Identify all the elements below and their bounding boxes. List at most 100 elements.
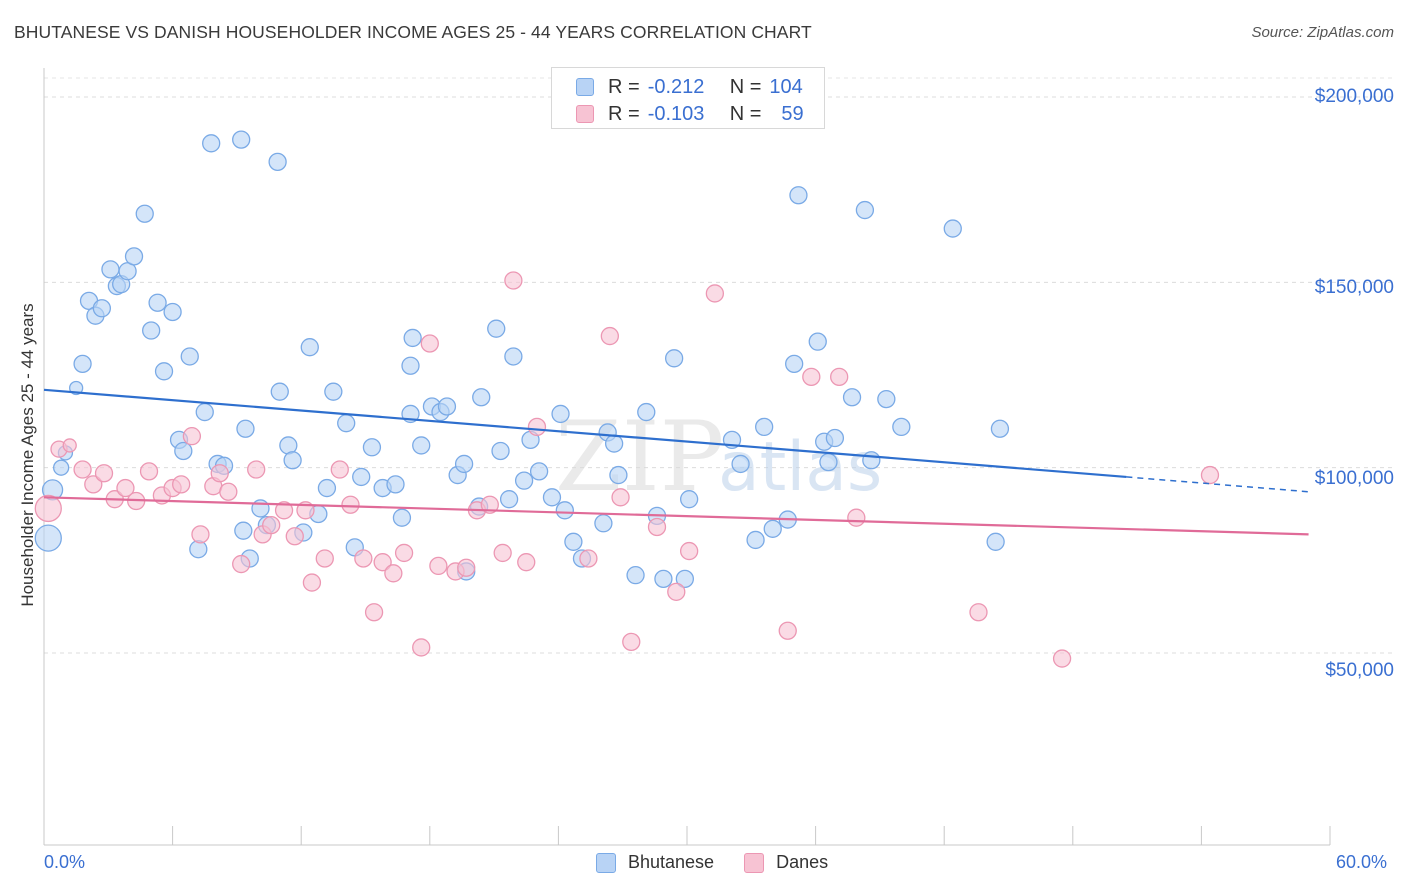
- bhutanese-point: [529, 462, 549, 481]
- danes-point: [354, 549, 373, 568]
- bhutanese-point: [135, 204, 154, 223]
- n-label: N =: [729, 75, 762, 98]
- bhutanese-point: [148, 293, 167, 312]
- y-tick-label: $150,000: [1314, 277, 1394, 298]
- legend-item-danes: Danes: [744, 852, 828, 873]
- bhutanese-point: [101, 260, 120, 279]
- bhutanese-point: [142, 321, 161, 340]
- danes-point: [232, 554, 251, 574]
- danes-point: [274, 501, 294, 520]
- bhutanese-point: [609, 465, 628, 485]
- x-tick-label-min: 0.0%: [44, 852, 86, 872]
- y-axis-label: Householder Income Ages 25 - 44 years: [18, 303, 37, 607]
- bhutanese-point: [324, 382, 343, 401]
- bhutanese-point: [454, 454, 474, 474]
- danes-point: [62, 438, 77, 453]
- bhutanese-point: [675, 569, 695, 589]
- danes-point: [412, 638, 431, 657]
- bhutanese-point: [317, 478, 337, 498]
- bhutanese-point: [73, 354, 92, 374]
- bhutanese-point: [234, 521, 253, 540]
- danes-point: [830, 367, 849, 387]
- bhutanese-point: [825, 428, 845, 448]
- n-value: 59: [781, 102, 804, 125]
- danes-point: [802, 367, 821, 387]
- bhutanese-point: [555, 501, 574, 520]
- danes-point: [210, 464, 229, 483]
- bhutanese-trend-extension: [1126, 476, 1309, 493]
- bhutanese-point: [163, 302, 182, 322]
- danes-point: [341, 495, 360, 514]
- bhutanese-point: [300, 338, 319, 357]
- danes-point: [373, 553, 392, 572]
- bhutanese-point: [943, 219, 962, 238]
- danes-point: [84, 475, 103, 494]
- bhutanese-legend-swatch: [596, 852, 616, 873]
- bhutanese-point: [664, 349, 684, 368]
- bhutanese-point: [202, 134, 221, 153]
- danes-point: [969, 603, 988, 622]
- bhutanese-point: [472, 388, 491, 407]
- danes-point: [527, 417, 547, 437]
- danes-point: [172, 475, 191, 494]
- bhutanese-point: [626, 566, 645, 585]
- danes-point: [94, 464, 114, 483]
- danes-point: [667, 582, 686, 601]
- bhutanese-point: [594, 514, 613, 533]
- bhutanese-point: [679, 490, 699, 509]
- danes-point: [600, 326, 619, 346]
- bhutanese-point: [34, 524, 62, 552]
- bhutanese-point: [542, 488, 562, 507]
- bhutanese-point: [789, 186, 808, 205]
- r-value: -0.103: [647, 102, 705, 125]
- danes-point: [429, 556, 448, 576]
- chart-title: BHUTANESE VS DANISH HOUSEHOLDER INCOME A…: [14, 22, 812, 42]
- bhutanese-point: [270, 382, 289, 401]
- y-tick-label: $50,000: [1325, 660, 1394, 681]
- danes-point: [191, 525, 210, 544]
- danes-point: [262, 515, 281, 535]
- r-label: R =: [608, 75, 640, 98]
- bhutanese-point: [392, 508, 412, 527]
- bhutanese-point: [746, 530, 765, 550]
- bhutanese-point: [352, 467, 371, 487]
- bhutanese-point: [892, 417, 911, 437]
- bhutanese-point: [808, 332, 827, 351]
- bhutanese-point: [842, 388, 862, 407]
- bhutanese-point: [337, 414, 356, 433]
- danes-point: [420, 334, 439, 353]
- bhutanese-point: [268, 152, 287, 172]
- y-tick-label: $100,000: [1314, 468, 1394, 489]
- stats-legend: R = -0.212 N = 104 R = -0.103 N = 59: [551, 67, 825, 129]
- bhutanese-point: [92, 299, 112, 318]
- bhutanese-point: [362, 438, 382, 457]
- bhutanese-point: [755, 417, 774, 437]
- bhutanese-point: [654, 569, 673, 589]
- danes-swatch: [576, 105, 594, 123]
- source-label: Source: ZipAtlas.com: [1251, 24, 1394, 41]
- bhutanese-point: [283, 451, 302, 470]
- legend-label: Danes: [776, 852, 829, 872]
- danes-point: [285, 527, 304, 546]
- bhutanese-point: [564, 532, 583, 551]
- danes-point: [219, 482, 238, 501]
- bhutanese-point: [52, 459, 70, 476]
- bhutanese-point: [763, 519, 782, 538]
- danes-point: [394, 543, 414, 563]
- danes-point: [611, 488, 630, 507]
- danes-point: [517, 553, 536, 572]
- bhutanese-point: [514, 471, 534, 490]
- danes-point: [480, 495, 499, 514]
- stats-row-bhutanese: R = -0.212 N = 104: [576, 76, 803, 98]
- danes-trend-line: [43, 496, 1309, 536]
- bhutanese-point: [487, 319, 506, 338]
- danes-point: [315, 549, 334, 568]
- bhutanese-point: [174, 441, 193, 461]
- legend-label: Bhutanese: [628, 852, 715, 872]
- danes-point: [847, 508, 866, 527]
- bhutanese-point: [232, 130, 251, 149]
- danes-point: [1052, 649, 1072, 668]
- danes-point: [705, 284, 725, 303]
- bhutanese-point: [862, 451, 881, 470]
- bhutanese-point: [401, 356, 420, 375]
